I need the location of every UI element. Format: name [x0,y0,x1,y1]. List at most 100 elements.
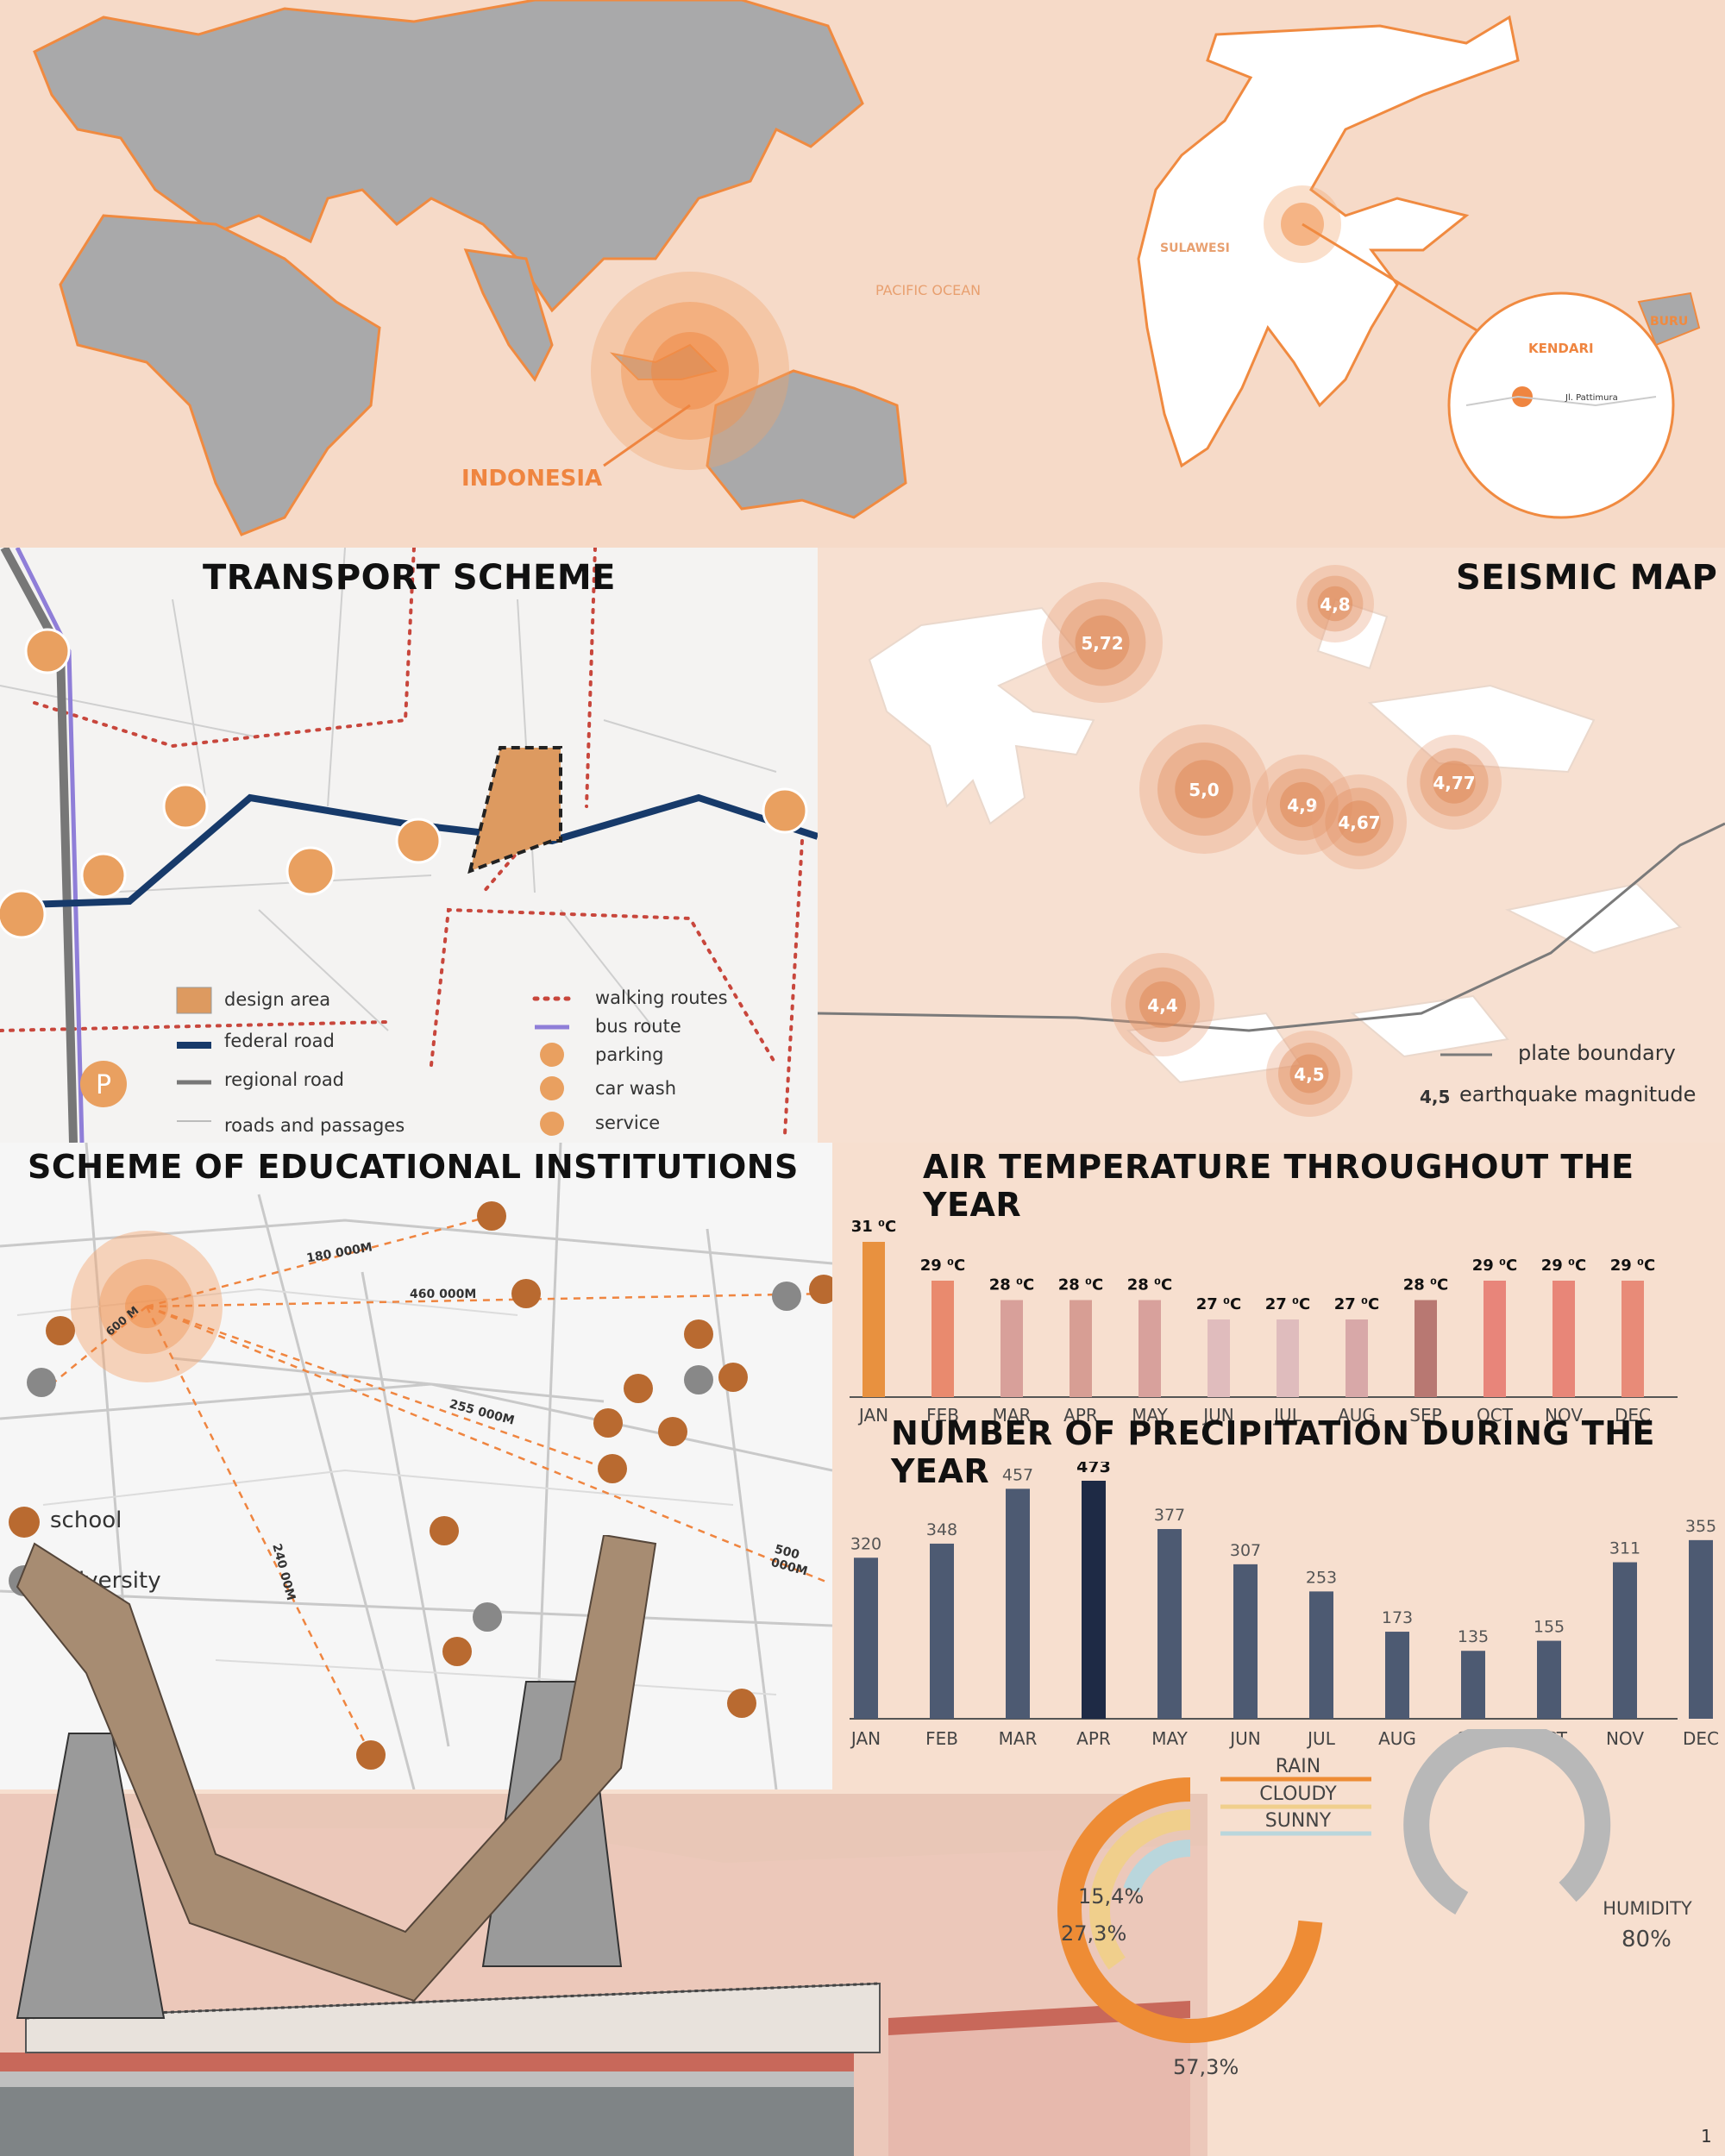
quake-magnitude-label: 4,9 [1287,795,1317,816]
climate-donuts: 57,3% 27,3% 15,4% HUMIDITY 80% RAIN CLOUDY SU… [1057,1729,1692,2079]
temperature-month-label: SEP [1409,1405,1441,1426]
temperature-month-label: MAY [1132,1405,1168,1426]
legend-quake-sample: 4,5 [1420,1087,1451,1107]
temperature-value-label: 29 ⁰C [1541,1257,1586,1275]
precipitation-month-label: JUN [1228,1728,1261,1749]
temperature-value-label: 27 ⁰C [1334,1295,1379,1313]
distance-label-2: 460 000M [410,1288,477,1301]
weather-percent-label: 15,4% [1078,1884,1144,1908]
legend-roads: roads and passages [224,1115,405,1136]
legend-walking: walking routes [595,987,728,1008]
legend-service: service [595,1112,661,1133]
weather-donut-ring [1123,1839,1191,1894]
quake-magnitude-label: 4,5 [1294,1064,1324,1085]
legend-parking: parking [595,1044,664,1065]
parking-icon [80,1061,127,1107]
sulawesi-label: SULAWESI [1160,241,1230,255]
temperature-value-label: 31 ⁰C [851,1218,896,1236]
kendari-label: KENDARI [1528,341,1594,356]
temperature-bar [1414,1300,1437,1397]
weather-percent-label: 57,3% [1173,2055,1239,2079]
quake-magnitude-label: 5,72 [1081,633,1123,654]
precipitation-bar [1689,1539,1713,1719]
temperature-bar [1000,1300,1023,1397]
precipitation-value-label: 355 [1685,1517,1716,1536]
temperature-month-label: MAR [993,1405,1032,1426]
precipitation-value-label: 307 [1230,1541,1261,1560]
temperature-month-label: JUN [1201,1405,1234,1426]
legend-plate: plate boundary [1518,1041,1676,1065]
quake-magnitude-label: 5,0 [1189,780,1219,800]
humidity-label: HUMIDITY [1603,1898,1692,1919]
precipitation-value-label: 253 [1306,1568,1337,1587]
precipitation-month-label: MAR [999,1728,1038,1749]
temperature-bar [1276,1319,1299,1397]
weather-percent-label: 27,3% [1061,1921,1126,1946]
temperature-value-label: 28 ⁰C [1403,1276,1448,1294]
precipitation-bar [1461,1651,1485,1719]
seismic-map: 5,72 4,8 5,0 4,9 4,77 4,67 4,4 4,5 [818,565,1725,1117]
weather-legend-label: SUNNY [1265,1810,1332,1832]
world-map-graphic [33,0,1725,548]
education-map [0,1143,832,1789]
legend-regional-road: regional road [224,1069,345,1090]
seismic-panel: 5,72 4,8 5,0 4,9 4,77 4,67 4,4 4,5 SEISMIC MAP … [818,548,1725,1143]
design-area [467,746,562,874]
weather-donut-ring [1057,1777,1323,2043]
temperature-value-label: 27 ⁰C [1196,1295,1241,1313]
temperature-value-label: 29 ⁰C [1610,1257,1655,1275]
transport-panel: P TRANSPORT SCHEME design area federal r… [0,548,818,1143]
seismic-title: SEISMIC MAP [1456,558,1718,598]
quake-core [1075,615,1130,670]
transport-map: P [0,548,818,1143]
legend-service-swatch [540,1112,564,1136]
precipitation-value-label: 320 [850,1534,881,1553]
quake-core [1338,800,1381,843]
precipitation-value-label: 155 [1534,1618,1565,1637]
legend-design-area-swatch [176,987,212,1014]
temperature-value-label: 28 ⁰C [1058,1276,1103,1294]
legend-bus: bus route [595,1016,681,1037]
page-number: 1 [1701,2126,1712,2147]
precipitation-bar [1006,1489,1030,1719]
street-label: Jl. Pattimura [1565,393,1618,403]
precipitation-month-label: DEC [1683,1728,1719,1749]
pacific-label: PACIFIC OCEAN [875,282,982,298]
education-title: SCHEME OF EDUCATIONAL INSTITUTIONS [28,1148,799,1186]
precipitation-month-label: JAN [850,1728,881,1749]
temperature-month-label: OCT [1477,1405,1514,1426]
precipitation-value-label: 457 [1002,1465,1033,1484]
temperature-value-label: 29 ⁰C [920,1257,965,1275]
temperature-value-label: 28 ⁰C [989,1276,1034,1294]
precipitation-month-label: NOV [1606,1728,1644,1749]
precipitation-month-label: JUL [1306,1728,1336,1749]
weather-donut-ring [1089,1809,1191,1970]
precipitation-month-label: FEB [925,1728,958,1749]
temperature-title: AIR TEMPERATURE THROUGHOUT THE YEAR [923,1148,1634,1224]
temperature-month-label: FEB [926,1405,959,1426]
legend-design-area: design area [224,989,331,1010]
legend-federal-road: federal road [224,1031,335,1051]
precipitation-bar [1385,1632,1409,1719]
temperature-bar [1208,1319,1230,1397]
quake-core [1433,761,1476,804]
legend-parking-swatch [540,1043,564,1067]
temperature-value-label: 27 ⁰C [1265,1295,1310,1313]
legend-school: school [50,1507,122,1533]
temperature-bar [1622,1281,1644,1397]
temperature-bar [1070,1300,1092,1397]
quake-core [1139,981,1186,1028]
humidity-donut-ring [1403,1729,1611,1915]
precipitation-bar [854,1557,878,1719]
precipitation-value-label: 473 [1076,1462,1111,1476]
temperature-month-label: AUG [1338,1405,1376,1426]
legend-carwash-swatch [540,1076,564,1100]
world-map-panel: INDONESIA PACIFIC OCEAN SULAWESI BURU KE… [0,0,1725,548]
precipitation-bar [1309,1591,1333,1719]
quake-magnitude-label: 4,67 [1338,812,1380,833]
building-illustration [0,1535,1208,2156]
temperature-month-label: JAN [857,1405,888,1426]
precipitation-month-label: APR [1076,1728,1111,1749]
precipitation-bar [930,1543,954,1719]
quake-core [1175,760,1233,818]
